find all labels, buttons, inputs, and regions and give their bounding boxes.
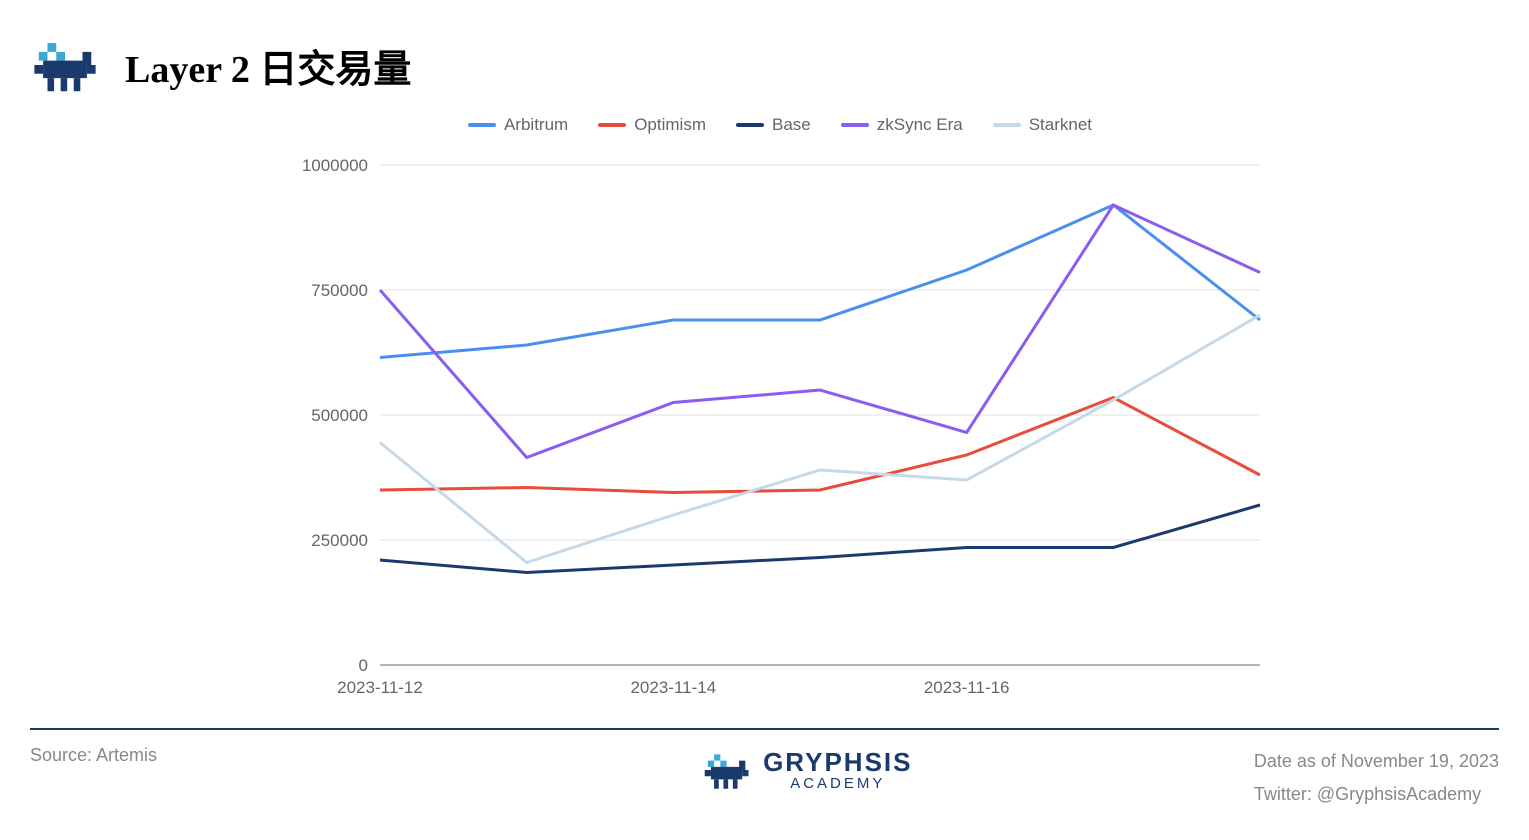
source-label: Source: Artemis: [30, 745, 157, 766]
x-tick-label: 2023-11-12: [337, 678, 423, 697]
chart-legend: Arbitrum Optimism Base zkSync Era Starknet: [280, 115, 1280, 135]
legend-swatch: [841, 123, 869, 127]
legend-swatch: [993, 123, 1021, 127]
legend-item[interactable]: Optimism: [598, 115, 706, 135]
brand-logo-icon: [701, 745, 751, 795]
series-line: [380, 205, 1260, 458]
legend-item[interactable]: Starknet: [993, 115, 1092, 135]
footer: Source: Artemis GRYPHSIS ACADEMY Date as…: [30, 728, 1499, 810]
legend-swatch: [598, 123, 626, 127]
legend-label: Starknet: [1029, 115, 1092, 135]
date-label: Date as of November 19, 2023: [1254, 745, 1499, 777]
chart: Arbitrum Optimism Base zkSync Era Starknet 0…: [280, 115, 1280, 695]
header: Layer 2 日交易量: [0, 0, 1529, 110]
series-line: [380, 398, 1260, 493]
legend-swatch: [468, 123, 496, 127]
legend-label: Optimism: [634, 115, 706, 135]
series-line: [380, 205, 1260, 358]
brand-logo-icon: [30, 30, 100, 100]
y-tick-label: 0: [359, 656, 368, 675]
x-tick-label: 2023-11-14: [630, 678, 716, 697]
legend-label: Base: [772, 115, 811, 135]
page-title: Layer 2 日交易量: [125, 38, 411, 93]
brand-title: GRYPHSIS: [763, 748, 912, 777]
legend-swatch: [736, 123, 764, 127]
x-tick-label: 2023-11-16: [924, 678, 1010, 697]
twitter-label: Twitter: @GryphsisAcademy: [1254, 778, 1499, 810]
y-tick-label: 250000: [311, 531, 368, 550]
footer-brand: GRYPHSIS ACADEMY: [701, 745, 912, 795]
legend-label: Arbitrum: [504, 115, 568, 135]
footer-divider: [30, 728, 1499, 730]
line-chart-svg: 0 250000 500000 750000 1000000 2023-11-12 2023…: [280, 155, 1280, 715]
brand-subtitle: ACADEMY: [763, 776, 912, 793]
y-tick-label: 500000: [311, 406, 368, 425]
y-tick-label: 1000000: [302, 156, 368, 175]
legend-item[interactable]: Arbitrum: [468, 115, 568, 135]
legend-label: zkSync Era: [877, 115, 963, 135]
legend-item[interactable]: zkSync Era: [841, 115, 963, 135]
legend-item[interactable]: Base: [736, 115, 811, 135]
series-line: [380, 505, 1260, 573]
y-tick-label: 750000: [311, 281, 368, 300]
